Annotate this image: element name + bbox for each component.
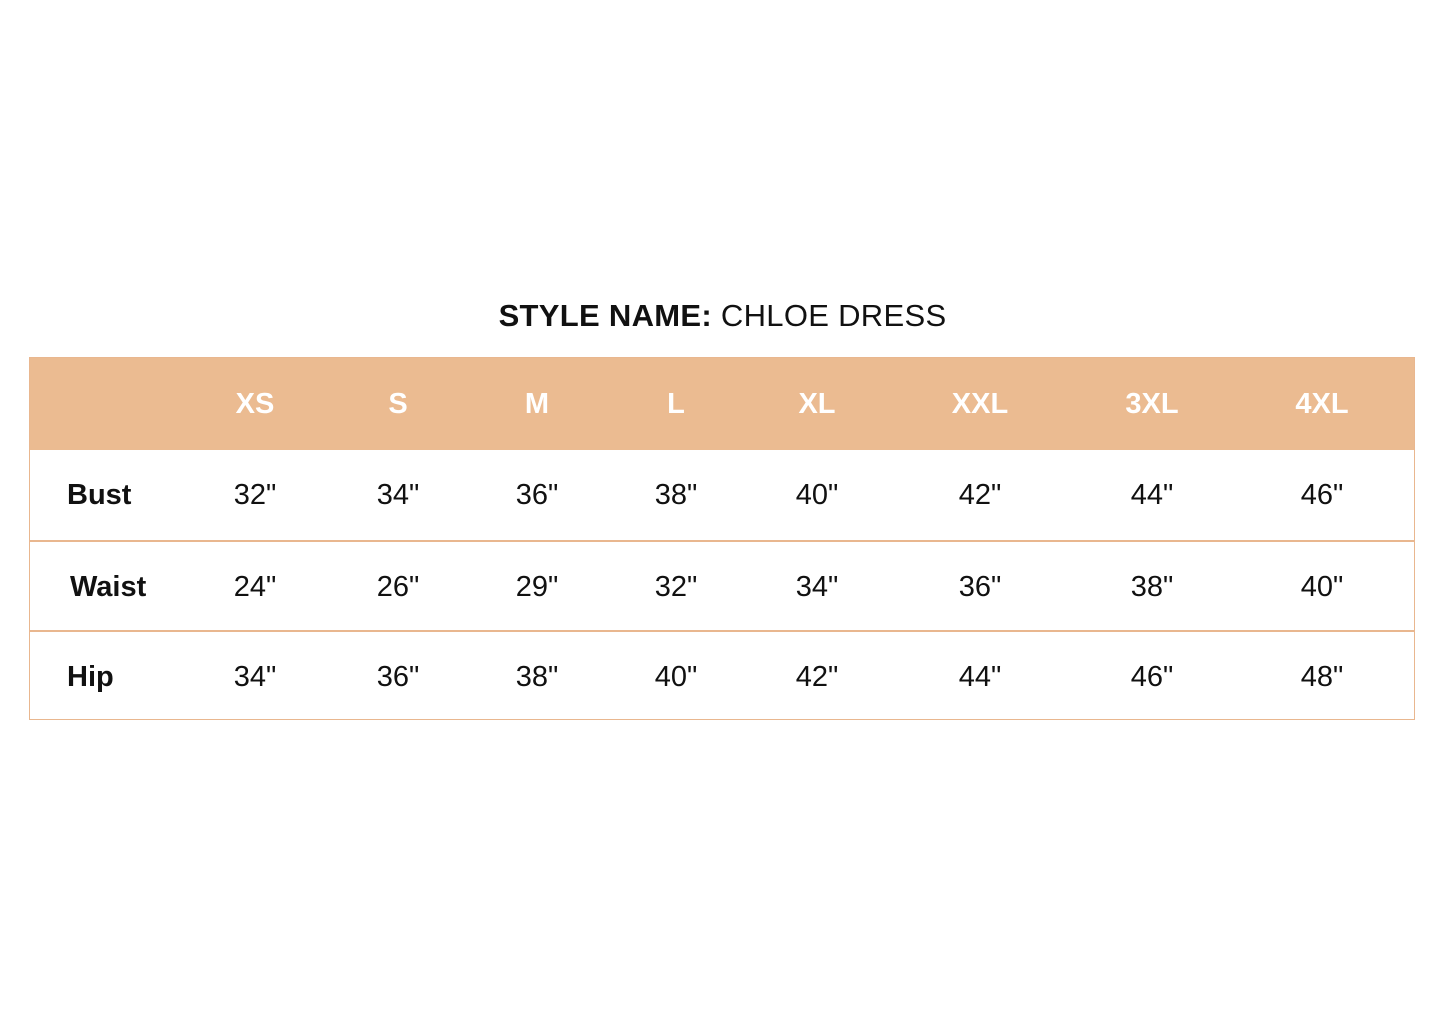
row-label: Hip	[67, 660, 114, 693]
measurement-cell: 40"	[795, 478, 839, 511]
table-row-waist: Waist 24" 26" 29" 32" 34" 36" 38" 40"	[30, 540, 1414, 632]
style-title: STYLE NAME: CHLOE DRESS	[0, 298, 1445, 334]
size-header: L	[667, 387, 685, 420]
style-name-value: CHLOE DRESS	[720, 298, 947, 333]
style-name-label: STYLE NAME:	[498, 298, 712, 333]
measurement-cell: 32"	[654, 570, 698, 603]
measurement-cell: 36"	[515, 478, 559, 511]
measurement-cell: 32"	[233, 478, 277, 511]
measurement-cell: 46"	[1300, 478, 1344, 511]
measurement-cell: 40"	[1300, 570, 1344, 603]
measurement-cell: 34"	[795, 570, 839, 603]
measurement-cell: 40"	[654, 660, 698, 693]
size-header: XS	[235, 387, 275, 420]
measurement-cell: 36"	[376, 660, 420, 693]
measurement-cell: 48"	[1300, 660, 1344, 693]
measurement-cell: 42"	[958, 478, 1002, 511]
measurement-cell: 38"	[515, 660, 559, 693]
measurement-cell: 34"	[233, 660, 277, 693]
measurement-cell: 38"	[654, 478, 698, 511]
measurement-cell: 26"	[376, 570, 420, 603]
size-header: M	[524, 387, 550, 420]
size-header: 3XL	[1125, 387, 1179, 420]
size-header: XL	[798, 387, 836, 420]
size-header: XXL	[951, 387, 1009, 420]
measurement-cell: 44"	[1130, 478, 1174, 511]
measurement-cell: 36"	[958, 570, 1002, 603]
row-label: Waist	[70, 570, 147, 603]
size-header: 4XL	[1295, 387, 1349, 420]
measurement-cell: 44"	[958, 660, 1002, 693]
table-row-bust: Bust 32" 34" 36" 38" 40" 42" 44" 46"	[30, 450, 1414, 540]
measurement-cell: 24"	[233, 570, 277, 603]
measurement-cell: 46"	[1130, 660, 1174, 693]
row-label: Bust	[67, 478, 132, 511]
measurement-cell: 42"	[795, 660, 839, 693]
size-chart-table: XS S M L XL XXL 3XL 4XL Bust 32" 34" 36" 38" 40" 42" 4…	[29, 357, 1415, 720]
measurement-cell: 34"	[376, 478, 420, 511]
measurement-cell: 38"	[1130, 570, 1174, 603]
table-row-hip: Hip 34" 36" 38" 40" 42" 44" 46" 48"	[30, 630, 1414, 722]
measurement-cell: 29"	[515, 570, 559, 603]
size-header: S	[388, 387, 408, 420]
header-row: XS S M L XL XXL 3XL 4XL	[30, 358, 1414, 450]
